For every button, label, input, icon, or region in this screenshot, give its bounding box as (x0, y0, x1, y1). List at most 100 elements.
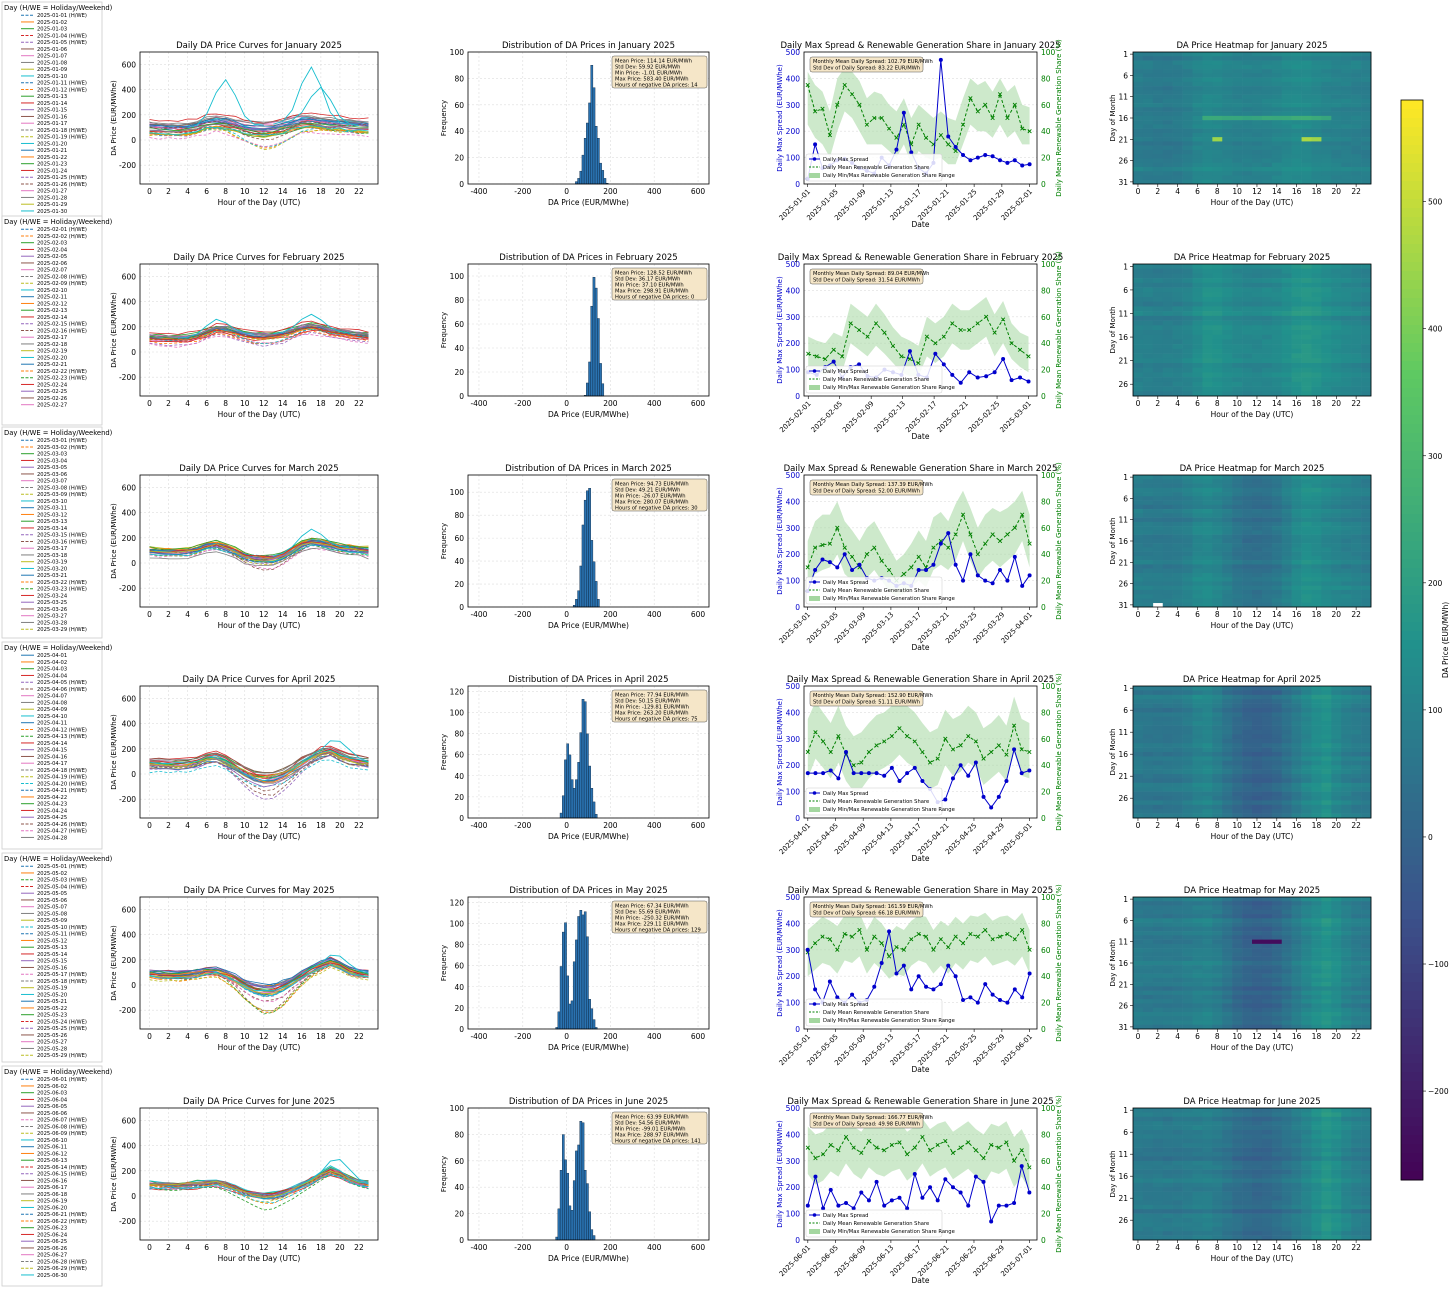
heatmap-cell (1212, 339, 1223, 345)
heatmap-cell (1291, 98, 1302, 104)
heatmap-cell (1133, 149, 1144, 155)
heatmap-cell (1182, 77, 1193, 83)
y2-tick-label: 60 (1041, 313, 1051, 322)
heatmap-cell (1182, 348, 1193, 354)
x-tick-label: 600 (691, 821, 706, 830)
heatmap-cell (1172, 774, 1183, 779)
heatmap-cell (1232, 124, 1243, 129)
heatmap-cell (1232, 377, 1243, 383)
heatmap-cell (1152, 804, 1164, 810)
x-tick-label: 14 (1272, 821, 1282, 830)
y-tick-label: 26 (1118, 157, 1128, 166)
heatmap-cell (1361, 769, 1372, 775)
y-tick-label: 400 (786, 74, 801, 83)
y-tick-label: 16 (1118, 114, 1128, 123)
heatmap-cell (1212, 743, 1223, 748)
heatmap-cell (1261, 725, 1273, 731)
heatmap-cell (1361, 124, 1372, 129)
heatmap-cell (1271, 774, 1283, 779)
x-axis-label: Hour of the Day (UTC) (1211, 832, 1294, 841)
y-tick-label: 60 (454, 962, 464, 971)
y2-tick-label: 100 (1041, 48, 1056, 57)
heatmap-cell (1361, 738, 1372, 744)
heatmap-cell (1301, 703, 1312, 709)
heatmap-cell (1271, 264, 1283, 270)
heatmap-cell (1192, 752, 1203, 757)
heatmap-cell (1142, 897, 1154, 902)
heatmap-cell (1291, 813, 1302, 819)
heatmap-cell (1281, 769, 1292, 775)
heatmap-cell (1192, 132, 1203, 138)
heatmap-cell (1341, 555, 1352, 561)
heatmap-cell (1152, 534, 1164, 540)
heatmap-cell (1152, 162, 1164, 168)
heatmap-cell (1242, 914, 1253, 919)
heatmap-cell (1172, 339, 1183, 345)
x-tick-label: 0 (564, 1032, 569, 1041)
heatmap-cell (1291, 922, 1302, 928)
heatmap-cell (1351, 952, 1362, 957)
heatmap-cell (1182, 543, 1193, 548)
x-tick-label: 16 (1292, 821, 1302, 830)
heatmap-cell (1212, 965, 1223, 970)
heatmap-cell (1202, 931, 1213, 936)
heatmap-cell (1252, 325, 1263, 331)
heatmap-cell (1202, 517, 1213, 523)
share-range-band (807, 490, 1030, 597)
y-axis-label: Daily Max Spread (EUR/MWhe) (776, 487, 784, 595)
heatmap-cell (1271, 98, 1283, 104)
heatmap-cell (1202, 73, 1213, 78)
heatmap-cell (1271, 743, 1283, 748)
legend-entry: 2025-03-17 (37, 546, 67, 552)
heatmap-cell (1222, 90, 1233, 95)
share-marker (953, 148, 958, 154)
heatmap-cell (1271, 564, 1283, 569)
x-axis-label: DA Price (EUR/MWhe) (548, 198, 629, 207)
heatmap-cell (1341, 769, 1352, 775)
heatmap-cell (1291, 358, 1302, 364)
legend-entry: 2025-06-03 (37, 1091, 67, 1097)
heatmap-cell (1321, 594, 1332, 599)
heatmap-cell (1311, 572, 1322, 578)
heatmap-cell (1291, 124, 1302, 129)
heatmap-cell (1202, 530, 1213, 535)
heatmap-cell (1152, 334, 1164, 340)
heatmap-cell (1182, 796, 1193, 801)
heatmap-cell (1291, 128, 1302, 134)
y-axis-label: DA Price (EUR/MWhe) (110, 503, 118, 579)
legend-entry: 2025-01-30 (37, 209, 67, 215)
heatmap-cell (1232, 686, 1243, 691)
heatmap-cell (1133, 922, 1144, 928)
heatmap-cell (1152, 348, 1164, 354)
heatmap-cell (1202, 914, 1213, 919)
stats-line: Min Price: -1.01 EUR/MWh (615, 71, 682, 77)
heatmap-cell (1192, 475, 1203, 480)
heatmap-cell (1341, 787, 1352, 792)
heatmap-cell (1182, 315, 1193, 321)
heatmap-cell (1281, 800, 1292, 806)
heatmap-cell (1232, 367, 1243, 373)
heatmap-cell (1152, 769, 1164, 775)
heatmap-cell (1281, 171, 1292, 176)
share-marker (1019, 747, 1024, 752)
heatmap-cell (1242, 120, 1253, 125)
heatmap-cell (1301, 699, 1312, 704)
legend-entry: 2025-06-05 (37, 1104, 67, 1110)
heatmap-cell (1261, 268, 1273, 274)
heatmap-cell (1331, 918, 1342, 923)
heatmap-cell (1271, 154, 1283, 159)
histogram-bar (592, 1019, 596, 1030)
y-tick-label: 300 (786, 524, 801, 533)
heatmap-cell (1331, 81, 1342, 87)
heatmap-cell (1301, 712, 1312, 718)
heatmap-cell (1311, 760, 1322, 766)
heatmap-cell (1182, 287, 1193, 293)
heatmap-cell (1351, 52, 1362, 57)
heatmap-cell (1172, 769, 1183, 775)
heatmap-cell (1291, 52, 1302, 57)
x-tick-label: 14 (1272, 187, 1282, 196)
legend-entry: 2025-03-08 (H/WE) (37, 485, 87, 491)
heatmap-cell (1291, 690, 1302, 696)
heatmap-cell (1232, 800, 1243, 806)
